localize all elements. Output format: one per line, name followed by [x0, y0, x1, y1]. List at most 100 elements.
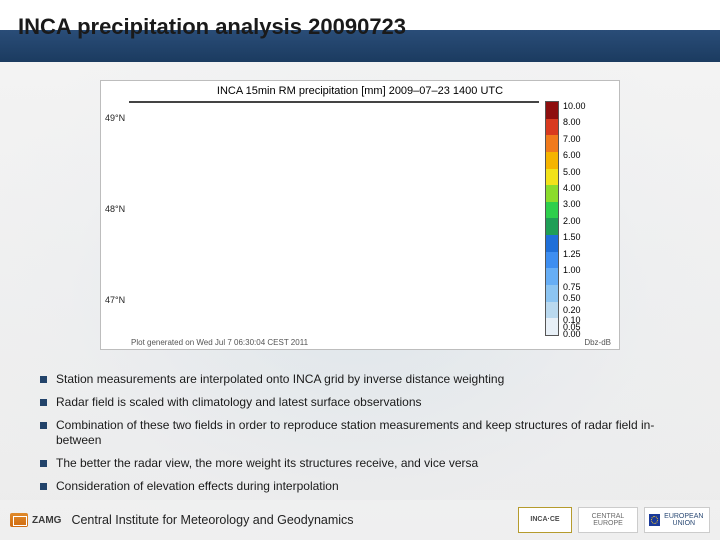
- central-europe-logo: CENTRAL EUROPE: [578, 507, 638, 533]
- figure-plot-row: 49°N 48°N 47°N 10°E11°E12°E13°E14°E15°E16°…: [101, 99, 619, 338]
- colorbar-label: 4.00: [563, 183, 581, 193]
- precip-blob: [187, 102, 201, 103]
- precip-blob: [416, 102, 426, 103]
- station-marker: [269, 102, 272, 103]
- colorbar-segment: [546, 235, 558, 252]
- station-marker: [342, 102, 345, 103]
- colorbar-label: 10.00: [563, 101, 586, 111]
- station-marker: [293, 102, 296, 103]
- colorbar-label: 2.00: [563, 216, 581, 226]
- y-tick: 47°N: [105, 295, 125, 305]
- station-marker: [187, 102, 190, 103]
- bullet-item: The better the radar view, the more weig…: [40, 452, 680, 475]
- colorbar-strip: [545, 101, 559, 336]
- slide-title: INCA precipitation analysis 20090723: [18, 14, 702, 40]
- bullet-item: Radar field is scaled with climatology a…: [40, 391, 680, 414]
- station-marker: [367, 102, 370, 103]
- station-marker: [334, 102, 337, 103]
- figure-caption-left: Plot generated on Wed Jul 7 06:30:04 CES…: [131, 338, 308, 347]
- zamg-logo: ZAMG: [10, 513, 61, 527]
- y-tick: 48°N: [105, 204, 125, 214]
- colorbar-segment: [546, 285, 558, 302]
- colorbar-segment: [546, 268, 558, 285]
- footer-logos: INCA·CE CENTRAL EUROPE EUROPEAN UNION: [518, 507, 710, 533]
- inca-ce-logo: INCA·CE: [518, 507, 572, 533]
- colorbar-segment: [546, 302, 558, 319]
- zamg-text: ZAMG: [32, 515, 61, 526]
- colorbar-label: 0.50: [563, 293, 581, 303]
- bullet-item: Station measurements are interpolated on…: [40, 368, 680, 391]
- precip-blob: [138, 102, 160, 103]
- figure-caption-right: Dbz-dB: [584, 338, 611, 347]
- colorbar-label: 7.00: [563, 134, 581, 144]
- station-marker: [212, 102, 215, 103]
- station-marker: [416, 102, 419, 103]
- station-marker: [285, 102, 288, 103]
- station-marker: [399, 102, 402, 103]
- station-marker: [354, 102, 357, 103]
- station-marker: [273, 102, 276, 103]
- slide-header: INCA precipitation analysis 20090723: [0, 0, 720, 62]
- station-marker: [314, 102, 317, 103]
- figure-title: INCA 15min RM precipitation [mm] 2009–07…: [101, 81, 619, 99]
- precip-blob: [232, 102, 266, 103]
- station-marker: [489, 102, 492, 103]
- station-marker: [375, 102, 378, 103]
- colorbar-segment: [546, 218, 558, 235]
- station-marker-red: [301, 102, 309, 103]
- precip-blob: [146, 102, 186, 103]
- colorbar-label: 1.00: [563, 265, 581, 275]
- colorbar-label: 5.00: [563, 167, 581, 177]
- precip-map-figure: INCA 15min RM precipitation [mm] 2009–07…: [100, 80, 620, 350]
- footer-institute: Central Institute for Meteorology and Ge…: [71, 513, 353, 527]
- colorbar-segment: [546, 119, 558, 136]
- station-marker: [440, 102, 443, 103]
- bullet-list: Station measurements are interpolated on…: [28, 360, 692, 498]
- station-marker: [456, 102, 459, 103]
- station-marker-red: [358, 102, 366, 103]
- precip-blob: [252, 102, 262, 103]
- zamg-icon: [10, 513, 28, 527]
- precip-blob: [244, 102, 262, 103]
- colorbar-label: 6.00: [563, 150, 581, 160]
- y-tick: 49°N: [105, 113, 125, 123]
- colorbar-segment: [546, 169, 558, 186]
- colorbar-segment: [546, 318, 558, 335]
- colorbar-segment: [546, 152, 558, 169]
- station-marker: [244, 102, 247, 103]
- station-marker-red: [481, 102, 489, 103]
- eu-text: EUROPEAN UNION: [663, 513, 705, 528]
- colorbar-label: 8.00: [563, 117, 581, 127]
- colorbar-label: 1.25: [563, 249, 581, 259]
- precip-blob: [473, 102, 481, 103]
- european-union-logo: EUROPEAN UNION: [644, 507, 710, 533]
- colorbar-label: 3.00: [563, 199, 581, 209]
- colorbar-label: 1.50: [563, 232, 581, 242]
- station-marker: [391, 102, 394, 103]
- station-marker: [497, 102, 500, 103]
- station-marker: [326, 102, 329, 103]
- colorbar-segment: [546, 202, 558, 219]
- station-marker: [465, 102, 468, 103]
- station-marker: [375, 102, 378, 103]
- colorbar-segment: [546, 185, 558, 202]
- station-marker: [220, 102, 223, 103]
- station-marker-red: [252, 102, 260, 103]
- precip-blob: [171, 102, 197, 103]
- bullet-item: Consideration of elevation effects durin…: [40, 475, 680, 498]
- colorbar-label: 0.00: [563, 329, 581, 339]
- map-plot-area: 10°E11°E12°E13°E14°E15°E16°E17°E: [129, 101, 539, 103]
- colorbar-segment: [546, 135, 558, 152]
- station-marker-red: [432, 102, 440, 103]
- slide-content: INCA 15min RM precipitation [mm] 2009–07…: [0, 62, 720, 504]
- precip-blob: [179, 102, 269, 103]
- colorbar-labels: 10.00 8.00 7.00 6.00 5.00 4.00 3.00 2.00 1.50 1.2…: [559, 101, 613, 336]
- precip-blob: [203, 102, 263, 103]
- colorbar-segment: [546, 252, 558, 269]
- colorbar-label: 0.75: [563, 282, 581, 292]
- eu-flag-icon: [649, 514, 660, 526]
- station-marker-red: [212, 102, 220, 103]
- colorbar-segment: [546, 102, 558, 119]
- slide-footer: ZAMG Central Institute for Meteorology a…: [0, 500, 720, 540]
- precip-blob: [163, 102, 191, 103]
